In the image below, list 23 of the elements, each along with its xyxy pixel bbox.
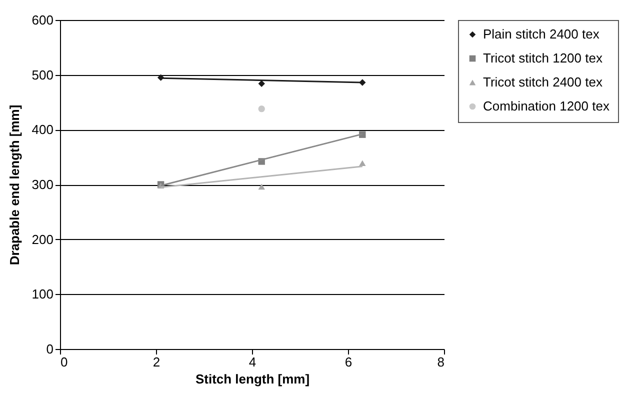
legend-label: Tricot stitch 2400 tex [483,74,603,90]
y-tick-label: 600 [32,12,54,28]
x-axis-title: Stitch length [mm] [195,372,310,386]
point [258,105,265,112]
y-tick-label: 500 [32,67,54,82]
y-tick-label: 200 [32,232,54,247]
point [359,131,366,138]
y-tick-label: 400 [32,122,54,138]
x-tick-label: 4 [248,354,256,370]
y-axis-title: Drapable end length [mm] [6,104,22,266]
y-tick-label: 0 [46,342,54,356]
x-tick-label: 8 [437,354,444,370]
legend-label: Tricot stitch 1200 tex [483,50,603,66]
y-tick-label: 100 [32,286,54,302]
legend-label: Combination 1200 tex [483,98,610,114]
legend-label: Plain stitch 2400 tex [483,26,600,42]
x-tick-label: 6 [344,354,352,370]
point [258,184,265,190]
y-tick-label: 300 [32,177,54,192]
x-tick-label: 2 [152,354,160,370]
x-tick-label: 0 [60,354,68,370]
point [258,80,265,87]
point [359,160,366,166]
